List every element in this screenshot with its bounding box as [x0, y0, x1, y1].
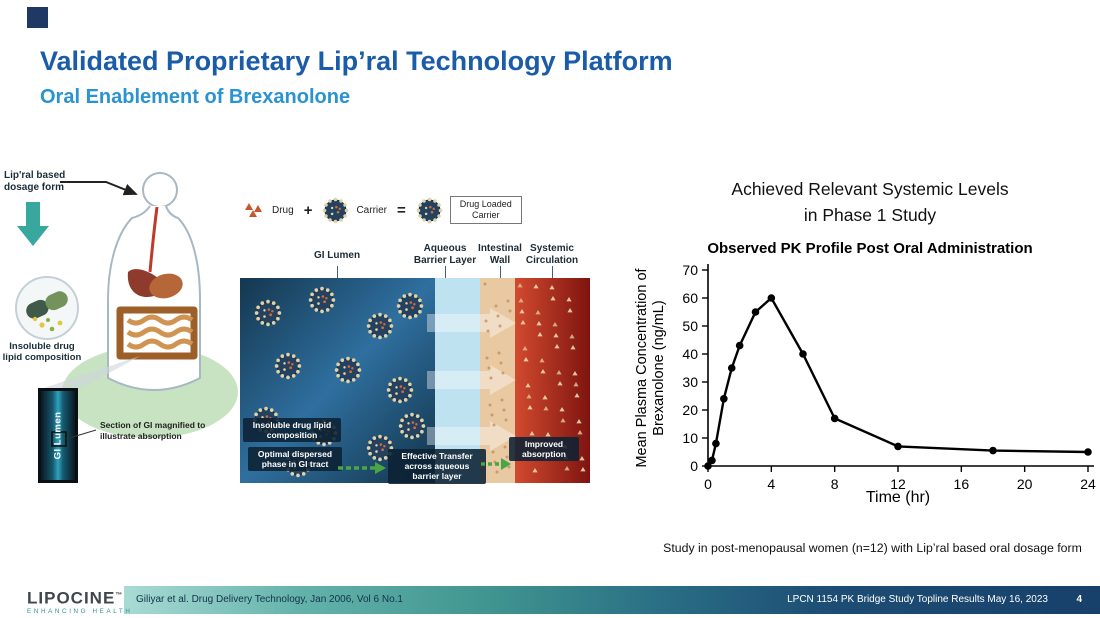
- body-absorption-illustration: [15, 172, 238, 483]
- drug-loaded-carrier-label: Drug Loaded Carrier: [449, 196, 522, 224]
- insoluble-box-label: Insoluble drug lipid composition: [243, 418, 341, 443]
- svg-text:16: 16: [954, 476, 970, 492]
- capsule-magnifier-illustration: [15, 276, 79, 340]
- improved-absorption-label: Improved absorption: [509, 437, 579, 462]
- zone-label-intestinal-wall: Intestinal Wall: [478, 243, 522, 266]
- aqueous-barrier-zone: [435, 278, 480, 483]
- zone-connector-line: [445, 266, 446, 278]
- zone-label-systemic-circulation: Systemic Circulation: [525, 243, 579, 266]
- zone-connector-line: [337, 266, 338, 278]
- pk-profile-chart: 0 10 20 30 40 50 60 70 0 4 8 12 16 20 24 Time (hr) Mea…: [634, 262, 1096, 506]
- dispersed-phase-label: Optimal dispersed phase in GI tract: [248, 447, 342, 472]
- drug-label: Drug: [272, 204, 294, 216]
- dosage-form-label: Lip'ral based dosage form: [4, 170, 66, 193]
- mechanism-legend: Drug + Carrier = Drug Loaded Carrier: [243, 193, 593, 227]
- svg-text:50: 50: [682, 318, 698, 334]
- svg-text:20: 20: [682, 402, 698, 418]
- svg-text:0: 0: [704, 476, 712, 492]
- plus-sign: +: [303, 201, 313, 219]
- corner-accent-square: [27, 7, 48, 28]
- svg-text:12: 12: [890, 476, 906, 492]
- study-footnote: Study in post-menopausal women (n=12) wi…: [663, 541, 1082, 555]
- y-axis-label-line2: Brexanolone (ng/mL): [651, 300, 667, 435]
- zone-label-gi-lumen: GI Lumen: [313, 250, 361, 261]
- human-figure-illustration: [107, 172, 201, 391]
- green-dashed-arrow: [338, 462, 386, 474]
- mechanism-decorations: [252, 282, 586, 478]
- gi-lumen-strip-image: [38, 388, 97, 483]
- drug-loaded-carrier-icon: [416, 196, 443, 224]
- svg-text:60: 60: [682, 290, 698, 306]
- gi-lumen-strip-label: GI Lumen: [52, 411, 64, 460]
- effective-transfer-label: Effective Transfer across aqueous barrie…: [388, 449, 486, 484]
- insoluble-composition-label: Insoluble drug lipid composition: [2, 341, 82, 363]
- magnify-cone: [38, 356, 140, 390]
- lipocine-logo: LIPOCINE™ ENHANCING HEALTH: [27, 588, 133, 615]
- x-axis-label: Time (hr): [866, 489, 930, 506]
- slide-title: Validated Proprietary Lip’ral Technology…: [40, 46, 673, 76]
- zone-label-aqueous-barrier: Aqueous Barrier Layer: [413, 243, 477, 266]
- equals-sign: =: [397, 201, 406, 219]
- footer: LIPOCINE™ ENHANCING HEALTH Giliyar et al…: [0, 584, 1100, 618]
- y-axis-label-line1: Mean Plasma Concentration of: [634, 267, 650, 467]
- zone-connector-line: [552, 266, 553, 278]
- svg-text:30: 30: [682, 374, 698, 390]
- magnified-section-caption: Section of GI magnified to illustrate ab…: [100, 420, 206, 441]
- svg-text:40: 40: [682, 346, 698, 362]
- zone-connector-line: [500, 266, 501, 278]
- green-dashed-arrow: [481, 458, 511, 470]
- pk-chart-title: Observed PK Profile Post Oral Administra…: [707, 240, 1033, 257]
- footer-gradient-bar: [124, 586, 1100, 614]
- svg-text:0: 0: [690, 458, 698, 474]
- achieved-levels-heading: Achieved Relevant Systemic Levels in Pha…: [731, 179, 1009, 225]
- slide-subtitle: Oral Enablement of Brexanolone: [40, 86, 351, 108]
- svg-text:10: 10: [682, 430, 698, 446]
- carrier-icon: [322, 196, 350, 224]
- carrier-label: Carrier: [356, 204, 388, 216]
- logo-tagline: ENHANCING HEALTH: [27, 607, 133, 615]
- dosage-to-mouth-arrow: [60, 181, 138, 196]
- page-number: 4: [1076, 594, 1082, 605]
- teal-down-arrow-icon: [17, 202, 49, 246]
- drug-icon: [245, 203, 262, 217]
- svg-text:8: 8: [831, 476, 839, 492]
- svg-text:4: 4: [767, 476, 775, 492]
- citation-text: Giliyar et al. Drug Delivery Technology,…: [136, 594, 403, 605]
- svg-text:24: 24: [1080, 476, 1096, 492]
- svg-text:20: 20: [1017, 476, 1033, 492]
- deck-title-text: LPCN 1154 PK Bridge Study Topline Result…: [787, 594, 1048, 605]
- svg-text:70: 70: [682, 262, 698, 278]
